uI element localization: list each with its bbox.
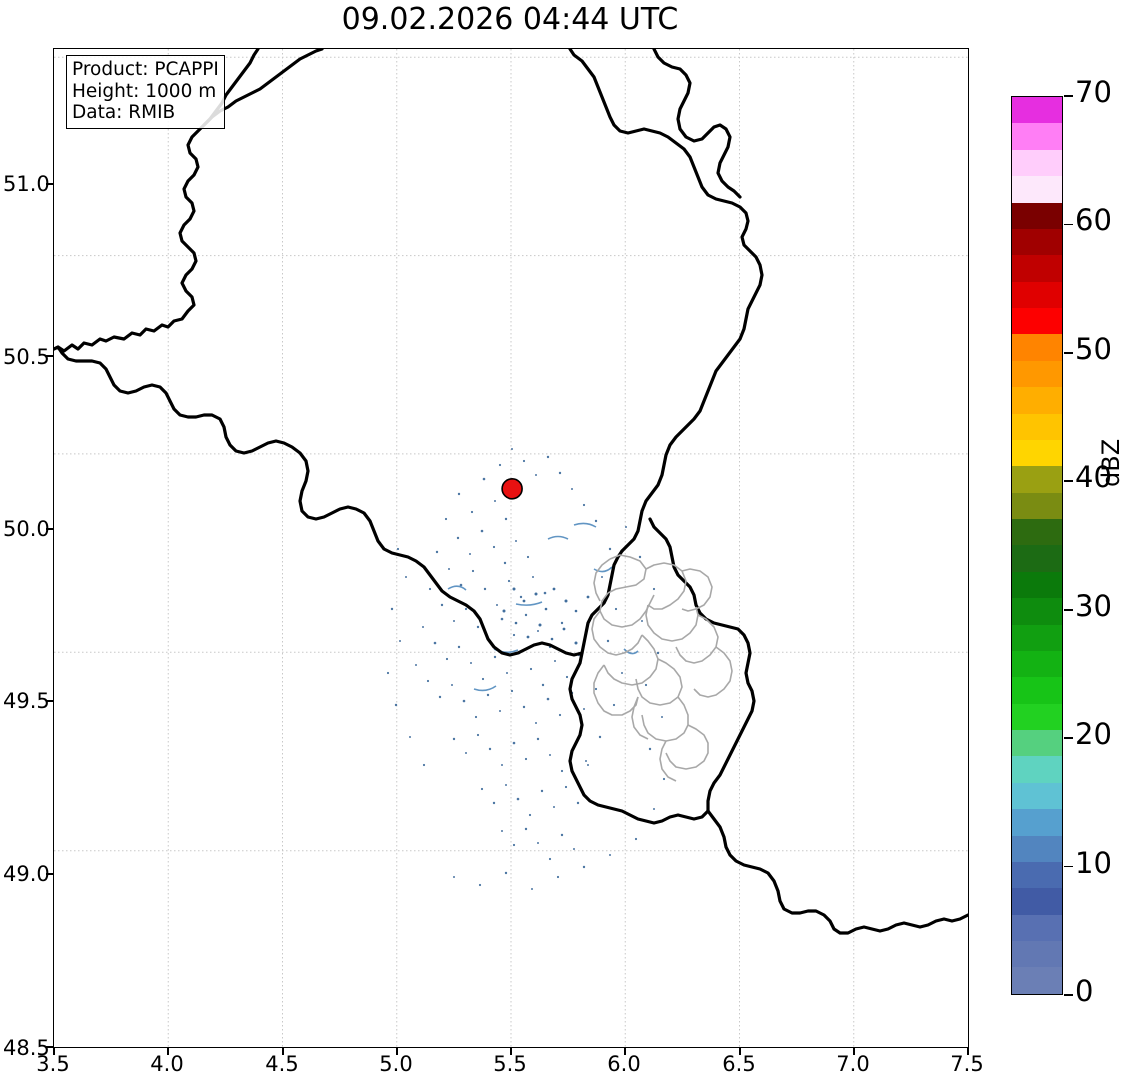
map-canvas	[54, 49, 968, 1047]
x-tick-label: 3.5	[36, 1052, 70, 1076]
colorbar-band	[1012, 360, 1062, 388]
colorbar-band	[1012, 439, 1062, 467]
colorbar-band	[1012, 756, 1062, 783]
x-tick-mark	[282, 1047, 284, 1055]
colorbar-band	[1012, 149, 1062, 177]
colorbar-tick-mark	[1064, 223, 1073, 226]
colorbar-band	[1012, 888, 1062, 915]
colorbar-tick-mark	[1064, 95, 1073, 97]
x-tick-mark	[396, 1047, 398, 1055]
x-tick-mark	[53, 1047, 55, 1055]
colorbar-band	[1012, 228, 1062, 256]
colorbar-band	[1012, 809, 1062, 836]
colorbar-tick-mark	[1064, 352, 1073, 354]
x-tick-mark	[624, 1047, 626, 1055]
colorbar-band	[1012, 677, 1062, 704]
colorbar-band	[1012, 308, 1062, 335]
colorbar-tick-label: 30	[1075, 588, 1112, 623]
colorbar-tick-mark	[1064, 480, 1073, 483]
colorbar-band	[1012, 914, 1062, 941]
y-tick-label: 50.0	[3, 517, 50, 541]
colorbar-band	[1012, 861, 1062, 889]
y-tick-mark	[46, 1046, 54, 1048]
x-tick-label: 5.5	[493, 1052, 527, 1076]
colorbar-band	[1012, 281, 1062, 308]
colorbar-tick-label: 50	[1075, 331, 1112, 366]
colorbar-band	[1012, 941, 1062, 968]
colorbar-tick-label: 70	[1075, 75, 1112, 109]
colorbar-band	[1012, 519, 1062, 546]
colorbar-band	[1012, 967, 1062, 994]
region-borders	[591, 554, 733, 782]
radar-echo-layer	[386, 448, 666, 890]
colorbar-band	[1012, 387, 1062, 414]
colorbar-band	[1012, 624, 1062, 651]
colorbar-band	[1012, 413, 1062, 440]
colorbar-band	[1012, 703, 1062, 730]
colorbar-band	[1012, 123, 1062, 150]
x-tick-label: 5.0	[379, 1052, 413, 1076]
info-data-line: Data: RMIB	[72, 102, 176, 123]
map-plot-area[interactable]	[53, 48, 969, 1048]
colorbar-axis-label: dBZ	[1097, 438, 1125, 487]
x-tick-mark	[967, 1047, 969, 1055]
colorbar-band	[1012, 650, 1062, 678]
colorbar-tick-mark	[1064, 865, 1073, 868]
x-tick-mark	[167, 1047, 169, 1055]
colorbar-tick-label: 40	[1075, 460, 1112, 495]
colorbar-band	[1012, 598, 1062, 625]
colorbar-tick-mark	[1064, 994, 1073, 996]
y-tick-mark	[46, 873, 54, 875]
colorbar-tick-label: 0	[1075, 974, 1094, 1008]
y-tick-label: 49.0	[3, 862, 50, 886]
y-tick-label: 49.5	[3, 689, 50, 713]
y-tick-label: 48.5	[3, 1036, 50, 1060]
x-tick-label: 7.0	[836, 1052, 870, 1076]
grid-lines	[54, 49, 968, 1047]
colorbar-band	[1012, 835, 1062, 862]
colorbar-band	[1012, 255, 1062, 282]
colorbar-tick-label: 10	[1075, 845, 1112, 880]
y-tick-mark	[46, 355, 54, 357]
colorbar-tick-mark	[1064, 737, 1073, 739]
colorbar[interactable]	[1011, 96, 1063, 995]
x-tick-mark	[510, 1047, 512, 1055]
x-tick-label: 6.5	[722, 1052, 756, 1076]
info-height-line: Height: 1000 m	[72, 80, 217, 102]
y-tick-label: 50.5	[3, 345, 50, 369]
x-tick-label: 6.0	[607, 1052, 641, 1076]
x-tick-mark	[739, 1047, 741, 1055]
colorbar-tick-label: 20	[1075, 717, 1112, 752]
colorbar-band	[1012, 545, 1062, 572]
x-tick-mark	[853, 1047, 855, 1055]
info-product-line: Product: PCAPPI	[72, 59, 219, 80]
x-tick-label: 4.0	[150, 1052, 184, 1076]
x-tick-label: 7.5	[950, 1052, 984, 1076]
colorbar-band	[1012, 334, 1062, 361]
colorbar-tick-label: 60	[1075, 203, 1112, 238]
colorbar-tick-mark	[1064, 608, 1073, 611]
info-box: Product: PCAPPI Height: 1000 m Data: RMI…	[66, 55, 225, 129]
colorbar-band	[1012, 782, 1062, 810]
y-tick-mark	[46, 183, 54, 185]
y-tick-mark	[46, 528, 54, 530]
colorbar-band	[1012, 202, 1062, 229]
y-tick-label: 51.0	[3, 172, 50, 196]
colorbar-band	[1012, 492, 1062, 519]
colorbar-band	[1012, 97, 1062, 124]
colorbar-band	[1012, 730, 1062, 757]
radar-site-marker[interactable]	[501, 477, 523, 500]
colorbar-band	[1012, 466, 1062, 493]
y-tick-mark	[46, 700, 54, 702]
page-title: 09.02.2026 04:44 UTC	[341, 2, 679, 37]
colorbar-band	[1012, 176, 1062, 203]
x-tick-label: 4.5	[265, 1052, 299, 1076]
colorbar-band	[1012, 571, 1062, 599]
